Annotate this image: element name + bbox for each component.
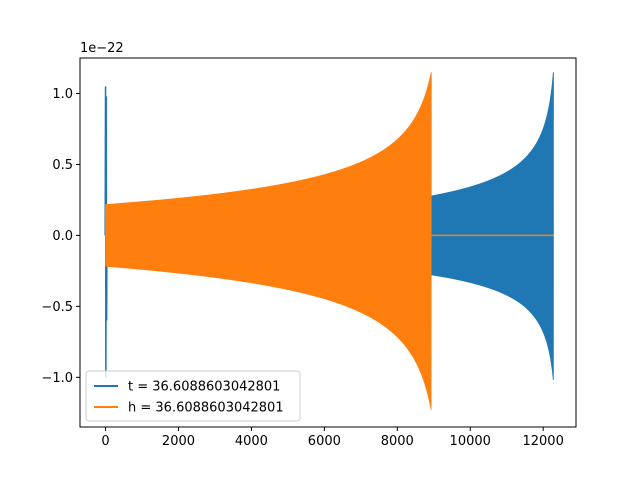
y-tick-label: −1.0: [41, 371, 73, 386]
x-tick-label: 2000: [162, 434, 195, 449]
x-tick-label: 8000: [381, 434, 414, 449]
legend-label: h = 36.6088603042801: [128, 401, 284, 416]
x-tick-label: 0: [101, 434, 109, 449]
y-scale-label: 1e−22: [80, 41, 124, 56]
x-axis: 0 2000 4000 6000 8000 10000 12000: [101, 427, 564, 449]
legend-box: [85, 370, 301, 422]
plot-frame: [79, 57, 577, 428]
legend: t = 36.6088603042801 h = 36.6088603042801: [85, 370, 301, 422]
legend-label: t = 36.6088603042801: [128, 380, 280, 395]
x-tick-label: 10000: [450, 434, 491, 449]
y-tick-label: 0.0: [52, 229, 73, 244]
x-tick-label: 4000: [235, 434, 268, 449]
series-layer: [104, 72, 554, 410]
y-tick-label: −0.5: [41, 300, 73, 315]
y-tick-label: 1.0: [52, 87, 73, 102]
x-tick-label: 6000: [308, 434, 341, 449]
y-axis: −1.0 −0.5 0.0 0.5 1.0: [41, 87, 80, 386]
y-tick-label: 0.5: [52, 158, 73, 173]
series-h-chirp: [105, 72, 432, 410]
x-tick-label: 12000: [522, 434, 563, 449]
series-t-chirp: [430, 72, 554, 381]
